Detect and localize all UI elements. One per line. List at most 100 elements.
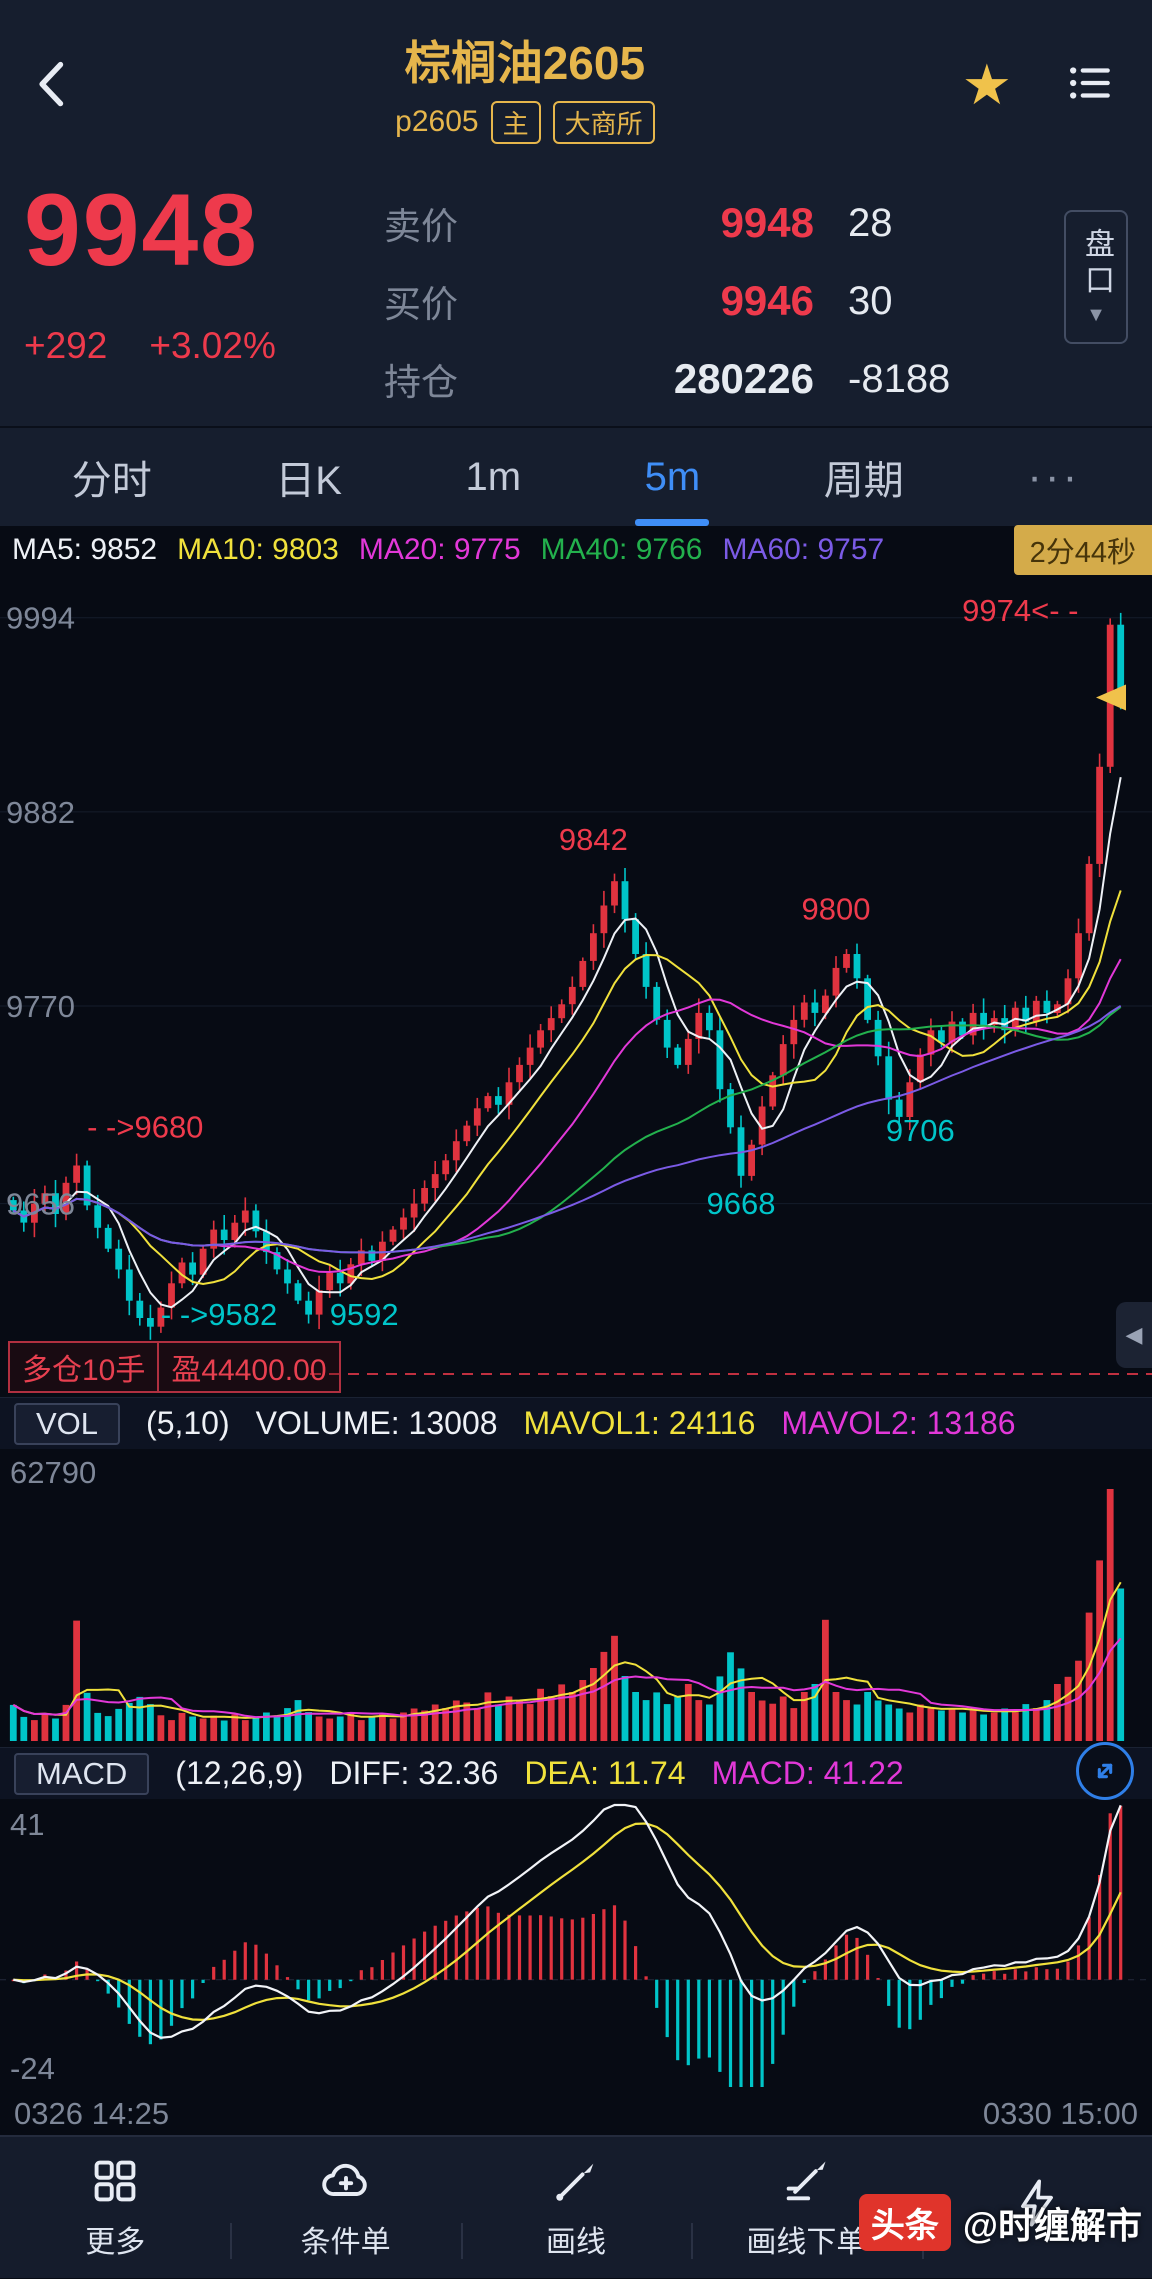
panel-collapse-handle[interactable]: ◀ bbox=[1116, 1302, 1152, 1368]
svg-text:9592: 9592 bbox=[330, 1297, 399, 1332]
chevron-left-icon bbox=[39, 61, 64, 106]
tab-daily-k[interactable]: 日K bbox=[275, 459, 342, 503]
timeframe-tabs: 分时 日K 1m 5m 周期 ··· bbox=[0, 426, 1152, 526]
last-price-block: 9948 +292 +3.02% bbox=[24, 170, 384, 426]
toolbar-draw-order-button[interactable]: 画线下单 bbox=[691, 2137, 921, 2278]
order-book-label: 盘口 bbox=[1080, 227, 1113, 300]
cloud-plus-icon bbox=[321, 2163, 367, 2196]
price-change: +292 bbox=[24, 325, 108, 366]
svg-text:9656: 9656 bbox=[6, 1187, 75, 1222]
position-profit: 盈44400.00 bbox=[171, 1354, 327, 1387]
mavol2-value: MAVOL2: 13186 bbox=[781, 1405, 1016, 1441]
toolbar-more-label: 更多 bbox=[85, 2225, 146, 2259]
expand-chart-button[interactable] bbox=[1076, 1742, 1134, 1800]
last-price: 9948 bbox=[24, 173, 259, 287]
chevron-down-icon: ▼ bbox=[1086, 303, 1106, 326]
bid-size: 30 bbox=[848, 278, 893, 323]
svg-text:9842: 9842 bbox=[559, 822, 628, 857]
list-menu-icon[interactable] bbox=[1064, 58, 1114, 113]
svg-text:9974<- -: 9974<- - bbox=[962, 593, 1078, 628]
exchange-tag: 大商所 bbox=[552, 100, 655, 144]
macd-canvas bbox=[0, 1799, 1152, 2098]
time-axis: 0326 14:25 0330 15:00 bbox=[0, 2093, 1152, 2135]
toolbar-draw-order-label: 画线下单 bbox=[746, 2225, 867, 2259]
volume-value: VOLUME: 13008 bbox=[255, 1405, 498, 1441]
header: 棕榈油2605 p2605 主 大商所 ★ bbox=[0, 0, 1152, 170]
tab-5m[interactable]: 5m bbox=[619, 428, 727, 526]
toolbar-draw-line-button[interactable]: 画线 bbox=[460, 2137, 691, 2278]
toolbar-draw-line-label: 画线 bbox=[546, 2225, 607, 2259]
macd-params: (12,26,9) bbox=[175, 1755, 304, 1791]
main-chart-pane: MA5: 9852 MA10: 9803 MA20: 9775 MA40: 97… bbox=[0, 525, 1152, 1397]
ma60-label: MA60: 9757 bbox=[722, 533, 885, 566]
bid-price: 9946 bbox=[720, 277, 814, 324]
position-badge: 多仓10手 盈44400.00 bbox=[8, 1341, 341, 1393]
svg-text:9882: 9882 bbox=[6, 795, 75, 830]
volume-pane: VOL (5,10) VOLUME: 13008 MAVOL1: 24116 M… bbox=[0, 1397, 1152, 1747]
bid-row: 买价 9946 30 bbox=[384, 262, 1064, 340]
mavol1-value: MAVOL1: 24116 bbox=[523, 1405, 756, 1441]
tab-more[interactable]: ··· bbox=[1027, 452, 1081, 501]
back-button[interactable] bbox=[28, 57, 88, 114]
ma-legend-row: MA5: 9852 MA10: 9803 MA20: 9775 MA40: 97… bbox=[0, 525, 1152, 575]
macd-axis-top: 41 bbox=[10, 1807, 45, 1842]
tab-period[interactable]: 周期 bbox=[823, 459, 904, 503]
grid-icon bbox=[94, 2160, 136, 2201]
bid-ask-block: 卖价 9948 28 买价 9946 30 持仓 280226 -8188 bbox=[384, 170, 1064, 426]
volume-axis-max: 62790 bbox=[10, 1455, 97, 1490]
lightning-icon bbox=[1020, 2178, 1053, 2227]
tab-1m[interactable]: 1m bbox=[465, 454, 522, 499]
macd-chart[interactable]: 41 -24 bbox=[0, 1799, 1152, 2093]
time-axis-start: 0326 14:25 bbox=[14, 2096, 170, 2131]
ask-price: 9948 bbox=[720, 199, 814, 246]
macd-axis-bottom: -24 bbox=[10, 2051, 55, 2086]
list-menu-glyph bbox=[1070, 66, 1110, 99]
toolbar-condition-order-label: 条件单 bbox=[300, 2225, 391, 2259]
contract-subtitle: p2605 主 大商所 bbox=[88, 100, 962, 144]
ma20-label: MA20: 9775 bbox=[358, 533, 521, 566]
vol-indicator-selector[interactable]: VOL bbox=[14, 1402, 121, 1445]
svg-text:9706: 9706 bbox=[886, 1113, 955, 1148]
tab-minute-line[interactable]: 分时 bbox=[71, 459, 152, 503]
svg-text:- ->9680: - ->9680 bbox=[87, 1110, 203, 1145]
volume-header: VOL (5,10) VOLUME: 13008 MAVOL1: 24116 M… bbox=[0, 1397, 1152, 1449]
macd-indicator-selector[interactable]: MACD bbox=[14, 1752, 150, 1795]
draw-order-icon bbox=[787, 2161, 826, 2200]
title-block: 棕榈油2605 p2605 主 大商所 bbox=[88, 27, 962, 144]
open-interest-change: -8188 bbox=[848, 356, 951, 401]
watermark-handle: @时缠解市 bbox=[962, 2204, 1142, 2246]
diff-value: DIFF: 32.36 bbox=[329, 1755, 499, 1791]
open-interest-row: 持仓 280226 -8188 bbox=[384, 340, 1064, 418]
toolbar-more-button[interactable]: 更多 bbox=[0, 2137, 230, 2278]
expand-icon bbox=[1097, 1763, 1113, 1779]
ma10-label: MA10: 9803 bbox=[177, 533, 339, 566]
volume-chart[interactable]: 62790 bbox=[0, 1449, 1152, 1747]
page-title: 棕榈油2605 bbox=[404, 36, 646, 89]
volume-canvas bbox=[0, 1449, 1152, 1752]
bottom-toolbar: 更多 条件单 画线 画线下单 bbox=[0, 2135, 1152, 2278]
macd-pane: MACD (12,26,9) DIFF: 32.36 DEA: 11.74 MA… bbox=[0, 1747, 1152, 2093]
svg-text:9994: 9994 bbox=[6, 601, 75, 636]
macd-header: MACD (12,26,9) DIFF: 32.36 DEA: 11.74 MA… bbox=[0, 1747, 1152, 1799]
svg-text:9800: 9800 bbox=[802, 891, 871, 926]
ask-label: 卖价 bbox=[384, 206, 458, 247]
ask-row: 卖价 9948 28 bbox=[384, 184, 1064, 262]
order-book-toggle[interactable]: 盘口 ▼ bbox=[1064, 210, 1128, 344]
ask-size: 28 bbox=[848, 200, 893, 245]
price-change-pct: +3.02% bbox=[149, 325, 276, 366]
toolbar-condition-order-button[interactable]: 条件单 bbox=[230, 2137, 460, 2278]
main-contract-tag: 主 bbox=[490, 100, 541, 144]
chevron-left-small-icon: ◀ bbox=[1125, 1322, 1143, 1347]
contract-code: p2605 bbox=[395, 105, 479, 138]
header-icons: ★ bbox=[962, 57, 1124, 113]
candlestick-chart[interactable]: 9974<- - 9842 9800 - ->9680 9706 9668 - ->9582… bbox=[0, 574, 1152, 1397]
candle-countdown-badge: 2分44秒 bbox=[1013, 525, 1152, 575]
position-side: 多仓10手 bbox=[10, 1343, 160, 1391]
vol-params: (5,10) bbox=[146, 1405, 230, 1441]
ma40-label: MA40: 9766 bbox=[540, 533, 703, 566]
bid-label: 买价 bbox=[384, 284, 458, 325]
macd-value: MACD: 41.22 bbox=[711, 1755, 904, 1791]
svg-text:9770: 9770 bbox=[6, 989, 75, 1024]
favorite-star-icon[interactable]: ★ bbox=[961, 53, 1012, 116]
